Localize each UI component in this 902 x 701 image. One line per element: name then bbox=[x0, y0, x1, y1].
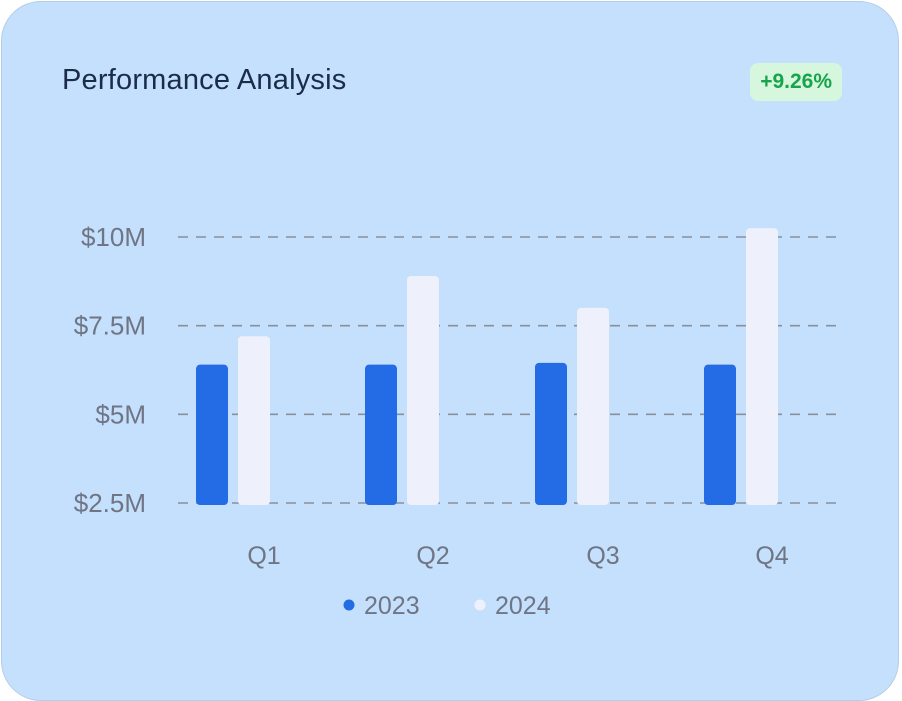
x-tick-label: Q1 bbox=[247, 542, 280, 570]
y-tick-label: $2.5M bbox=[74, 488, 146, 518]
legend-swatch bbox=[343, 599, 355, 611]
bars bbox=[196, 228, 778, 505]
legend-swatch bbox=[474, 599, 486, 611]
bar-2023-q3 bbox=[535, 362, 567, 505]
bar-2024-q3 bbox=[577, 307, 609, 505]
bar-2024-q1 bbox=[238, 336, 270, 505]
change-badge: +9.26% bbox=[750, 63, 842, 101]
x-axis-labels: Q1 Q2 Q3 Q4 bbox=[247, 542, 788, 570]
x-tick-label: Q2 bbox=[416, 542, 449, 570]
y-tick-label: $7.5M bbox=[74, 311, 146, 341]
y-tick-label: $5M bbox=[95, 399, 146, 429]
grid-lines bbox=[178, 236, 842, 504]
bar-chart: $2.5M $5M $7.5M $10M Q1 Q2 Q3 Q4 2023 2024 bbox=[74, 222, 842, 620]
bar-2023-q4 bbox=[704, 364, 736, 505]
legend-label: 2024 bbox=[495, 592, 551, 620]
bar-2023-q1 bbox=[196, 364, 228, 505]
legend-label: 2023 bbox=[364, 592, 420, 620]
x-tick-label: Q4 bbox=[755, 542, 788, 570]
bar-2024-q2 bbox=[407, 276, 439, 505]
bar-2023-q2 bbox=[365, 364, 397, 505]
y-axis-ticks: $2.5M $5M $7.5M $10M bbox=[74, 222, 146, 518]
legend: 2023 2024 bbox=[343, 592, 551, 620]
y-tick-label: $10M bbox=[81, 222, 146, 252]
x-tick-label: Q3 bbox=[586, 542, 619, 570]
chart-title: Performance Analysis bbox=[62, 64, 347, 96]
bar-2024-q4 bbox=[746, 228, 778, 505]
